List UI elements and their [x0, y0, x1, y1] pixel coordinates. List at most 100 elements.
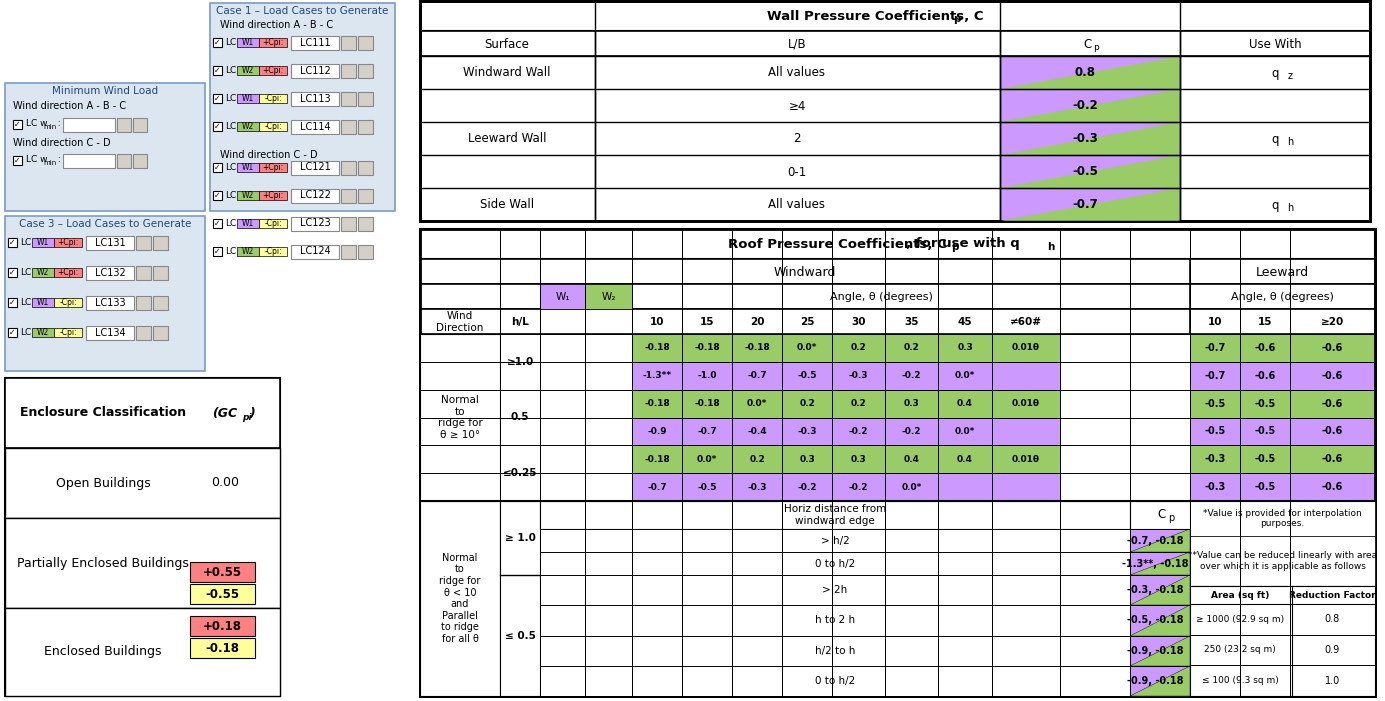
Text: -0.7: -0.7 — [647, 482, 666, 491]
FancyBboxPatch shape — [133, 118, 147, 132]
FancyBboxPatch shape — [632, 334, 681, 362]
FancyBboxPatch shape — [1289, 473, 1375, 501]
Text: LC132: LC132 — [94, 268, 126, 278]
Polygon shape — [1130, 606, 1190, 636]
FancyBboxPatch shape — [357, 245, 373, 259]
FancyBboxPatch shape — [1240, 390, 1289, 418]
Text: ✓: ✓ — [10, 328, 15, 337]
FancyBboxPatch shape — [32, 298, 54, 307]
Text: LC134: LC134 — [94, 327, 125, 337]
FancyBboxPatch shape — [237, 122, 259, 131]
FancyBboxPatch shape — [237, 219, 259, 228]
Text: W1: W1 — [242, 219, 253, 228]
Text: Horiz distance from
windward edge: Horiz distance from windward edge — [784, 504, 886, 526]
Text: -0.18: -0.18 — [694, 399, 720, 408]
Text: (GC: (GC — [212, 407, 238, 419]
FancyBboxPatch shape — [540, 529, 1130, 552]
Text: 0.2: 0.2 — [903, 343, 920, 353]
FancyBboxPatch shape — [1000, 56, 1180, 89]
FancyBboxPatch shape — [259, 219, 287, 228]
Text: 10: 10 — [650, 317, 665, 327]
FancyBboxPatch shape — [938, 390, 992, 418]
Text: C: C — [1084, 37, 1093, 50]
Text: min: min — [43, 124, 57, 130]
FancyBboxPatch shape — [6, 518, 280, 608]
FancyBboxPatch shape — [341, 217, 356, 231]
Polygon shape — [1000, 89, 1180, 122]
FancyBboxPatch shape — [540, 552, 1130, 575]
Text: W1: W1 — [242, 163, 253, 172]
FancyBboxPatch shape — [681, 390, 733, 418]
Text: LC114: LC114 — [299, 121, 330, 132]
FancyBboxPatch shape — [733, 473, 783, 501]
Text: -0.2: -0.2 — [902, 427, 921, 436]
FancyBboxPatch shape — [1289, 418, 1375, 445]
Text: -0.5: -0.5 — [1255, 426, 1276, 437]
Text: +Cpi:: +Cpi: — [262, 163, 284, 172]
Text: ✓: ✓ — [215, 94, 220, 103]
Text: 2: 2 — [794, 132, 801, 146]
Text: W2: W2 — [242, 66, 253, 75]
FancyBboxPatch shape — [291, 92, 339, 106]
FancyBboxPatch shape — [237, 66, 259, 75]
Text: -0.7: -0.7 — [697, 427, 717, 436]
FancyBboxPatch shape — [420, 309, 1375, 334]
Polygon shape — [1000, 56, 1180, 89]
FancyBboxPatch shape — [357, 64, 373, 78]
FancyBboxPatch shape — [1190, 390, 1240, 418]
FancyBboxPatch shape — [938, 334, 992, 362]
FancyBboxPatch shape — [584, 284, 632, 309]
Text: ✓: ✓ — [14, 120, 21, 129]
FancyBboxPatch shape — [213, 191, 222, 200]
Text: :: : — [55, 119, 61, 128]
FancyBboxPatch shape — [237, 163, 259, 172]
Text: h to 2 h: h to 2 h — [814, 615, 855, 625]
Text: LC113: LC113 — [299, 93, 330, 104]
FancyBboxPatch shape — [6, 448, 280, 518]
Text: LC w: LC w — [26, 156, 47, 165]
Text: ≤ 0.5: ≤ 0.5 — [504, 631, 536, 641]
Text: Wind direction C - D: Wind direction C - D — [220, 150, 317, 160]
Text: ≠60#: ≠60# — [1010, 317, 1042, 327]
Text: -0.9, -0.18: -0.9, -0.18 — [1127, 676, 1183, 686]
FancyBboxPatch shape — [291, 217, 339, 231]
Text: -0.3, -0.18: -0.3, -0.18 — [1127, 585, 1183, 595]
Text: > h/2: > h/2 — [821, 536, 849, 545]
FancyBboxPatch shape — [259, 38, 287, 47]
Text: 0.0*: 0.0* — [697, 455, 717, 464]
Text: Normal
to
ridge for
θ < 10
and
Parallel
to ridge
for all θ: Normal to ridge for θ < 10 and Parallel … — [439, 553, 481, 644]
Text: -0.18: -0.18 — [694, 343, 720, 353]
Text: +0.18: +0.18 — [202, 620, 241, 632]
FancyBboxPatch shape — [152, 296, 168, 310]
Text: LC: LC — [224, 247, 237, 256]
Text: min: min — [43, 160, 57, 166]
Text: W1: W1 — [242, 38, 253, 47]
FancyBboxPatch shape — [1240, 362, 1289, 390]
Text: p: p — [953, 14, 961, 24]
FancyBboxPatch shape — [1240, 473, 1289, 501]
Text: LC131: LC131 — [94, 238, 125, 247]
FancyBboxPatch shape — [500, 334, 540, 390]
Text: ✓: ✓ — [215, 66, 220, 75]
Text: 10: 10 — [1208, 317, 1222, 327]
Text: ✓: ✓ — [215, 38, 220, 47]
Text: 0.0*: 0.0* — [747, 399, 767, 408]
FancyBboxPatch shape — [213, 219, 222, 228]
Text: Windward Wall: Windward Wall — [463, 67, 551, 79]
Text: Partially Enclosed Buildings: Partially Enclosed Buildings — [17, 557, 188, 569]
Text: ≥ 1.0: ≥ 1.0 — [504, 533, 536, 543]
Text: -0.18: -0.18 — [644, 343, 670, 353]
Text: W2: W2 — [242, 247, 253, 256]
Text: LC: LC — [224, 122, 237, 131]
FancyBboxPatch shape — [213, 38, 222, 47]
FancyBboxPatch shape — [8, 238, 17, 247]
Polygon shape — [1000, 122, 1180, 155]
Text: -0.18: -0.18 — [205, 641, 240, 655]
FancyBboxPatch shape — [152, 266, 168, 280]
Text: -0.6: -0.6 — [1321, 343, 1343, 353]
Text: 0.8: 0.8 — [1075, 66, 1096, 79]
Text: 0.0*: 0.0* — [902, 482, 921, 491]
Text: -0.2: -0.2 — [902, 372, 921, 380]
FancyBboxPatch shape — [681, 362, 733, 390]
FancyBboxPatch shape — [86, 326, 134, 340]
